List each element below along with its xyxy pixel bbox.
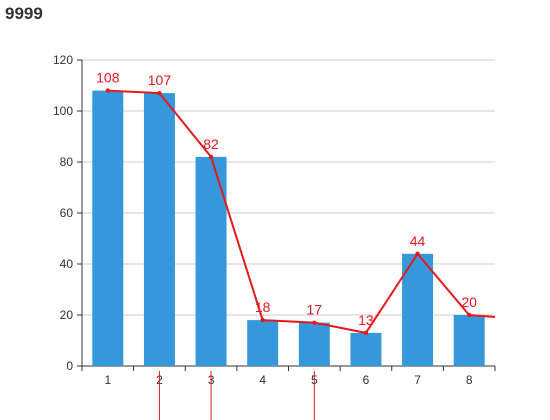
- line-point: [105, 88, 111, 93]
- line-point: [208, 154, 214, 160]
- x-tick-label: 4: [259, 373, 266, 387]
- line-point: [157, 90, 162, 96]
- data-label: 44: [410, 233, 426, 249]
- bar: [298, 322, 330, 366]
- x-tick-label: 8: [466, 373, 473, 387]
- chart-title: 9999: [5, 4, 43, 23]
- y-tick-label: 80: [60, 155, 74, 169]
- y-tick-label: 40: [60, 257, 74, 271]
- data-label: 17: [307, 302, 323, 318]
- line-point: [466, 312, 472, 318]
- bar: [143, 93, 175, 367]
- bar: [247, 320, 279, 366]
- y-tick-label: 60: [60, 206, 74, 220]
- data-label: 13: [358, 312, 374, 328]
- data-label: 108: [96, 70, 120, 86]
- line-point: [363, 330, 369, 336]
- line-point: [312, 320, 317, 325]
- y-tick-label: 100: [53, 104, 73, 118]
- bar: [350, 332, 382, 366]
- data-label: 20: [461, 294, 477, 310]
- bar: [453, 315, 485, 366]
- bar: [402, 253, 434, 366]
- data-label: 107: [148, 72, 172, 88]
- x-tick-label: 6: [363, 373, 370, 387]
- x-tick-label: 1: [104, 373, 111, 387]
- bar: [92, 90, 124, 366]
- y-tick-label: 120: [53, 53, 73, 67]
- data-label: 18: [255, 299, 271, 315]
- x-tick-label: 7: [414, 373, 421, 387]
- data-label: 82: [203, 136, 219, 152]
- y-tick-label: 0: [66, 359, 73, 373]
- line-point: [260, 317, 265, 323]
- y-tick-label: 20: [60, 308, 74, 322]
- line-point: [415, 251, 420, 256]
